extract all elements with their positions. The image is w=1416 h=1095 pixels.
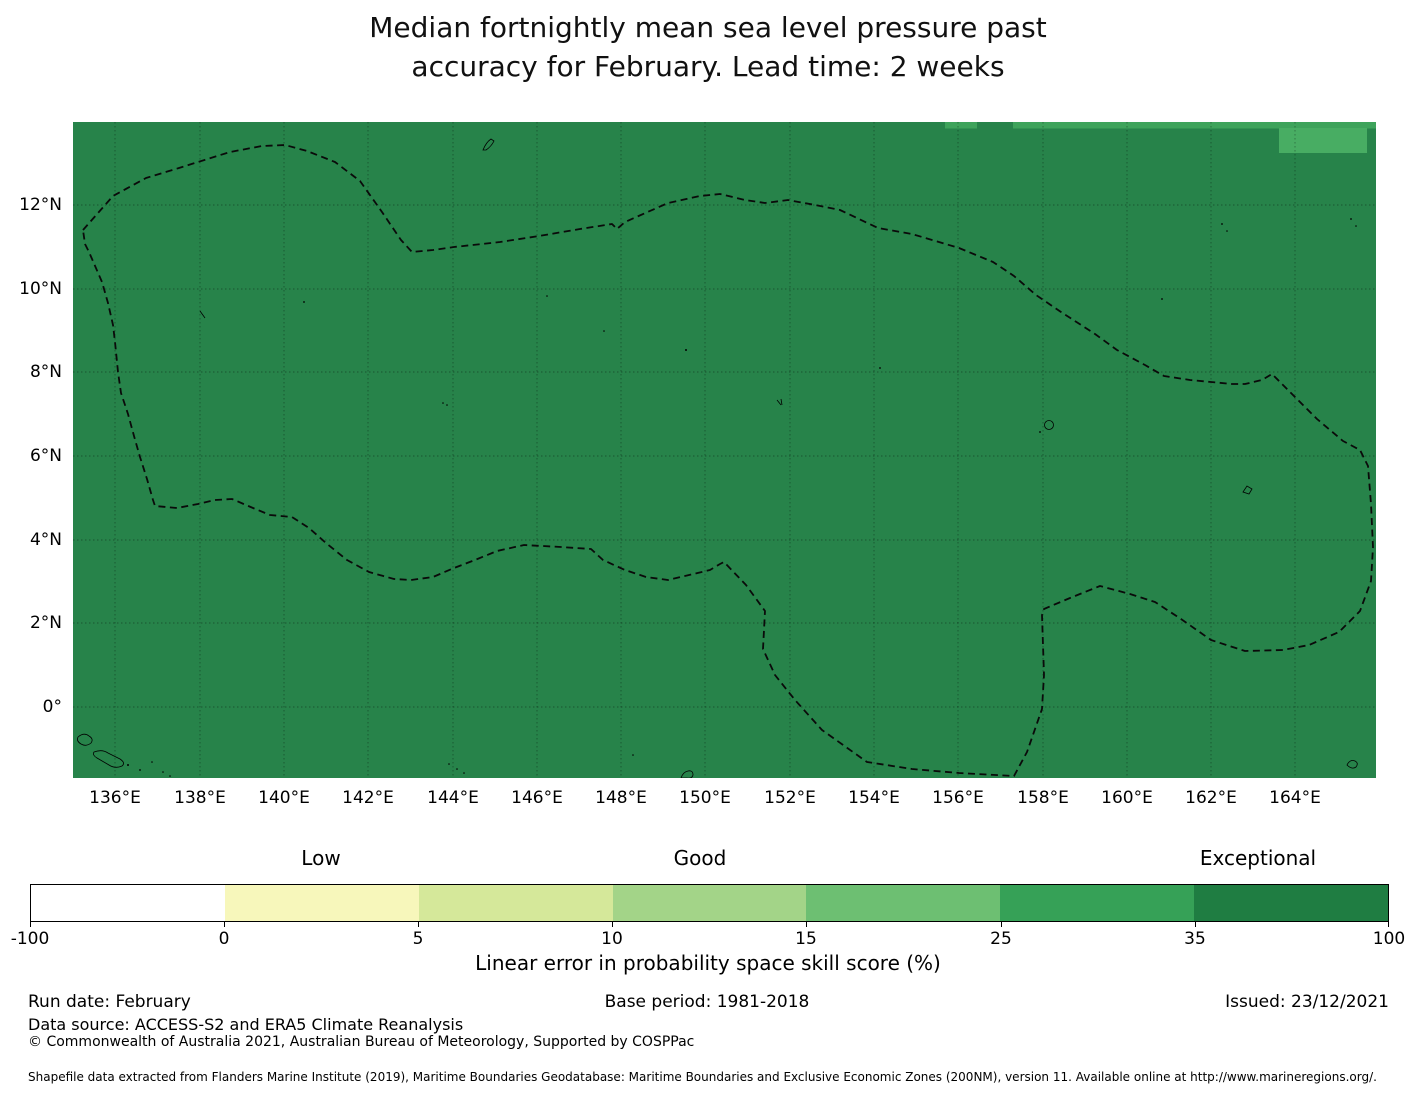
colorbar-tick (1388, 922, 1389, 927)
map-plot-area (73, 122, 1376, 778)
y-tick-2n: 2°N (29, 613, 62, 633)
colorbar-segment-4 (612, 885, 807, 921)
cb-tick-5: 5 (412, 929, 424, 949)
cb-tick-25: 25 (990, 929, 1012, 949)
guam-island (482, 138, 495, 151)
colorbar-segment-5 (806, 885, 1001, 921)
skill-score-patches (945, 122, 1376, 153)
islet-outline-2 (1346, 760, 1358, 769)
colorbar-category-good: Good (673, 846, 727, 870)
colorbar-tick (1001, 922, 1002, 927)
x-tick-150e: 150°E (679, 788, 731, 808)
map-canvas (73, 122, 1376, 778)
x-tick-136e: 136°E (89, 788, 141, 808)
y-tick-4n: 4°N (29, 530, 62, 550)
colorbar-segment-2 (224, 885, 419, 921)
chart-title-line1: Median fortnightly mean sea level pressu… (369, 11, 1047, 44)
graticule-gridlines (73, 122, 1376, 778)
x-tick-138e: 138°E (174, 788, 226, 808)
x-tick-160e: 160°E (1101, 788, 1153, 808)
x-tick-154e: 154°E (848, 788, 900, 808)
colorbar-category-low: Low (301, 846, 341, 870)
y-tick-12n: 12°N (19, 195, 62, 215)
x-tick-156e: 156°E (932, 788, 984, 808)
x-tick-164e: 164°E (1269, 788, 1321, 808)
colorbar-segment-1 (31, 885, 225, 921)
x-tick-158e: 158°E (1017, 788, 1069, 808)
cb-tick-15: 15 (795, 929, 817, 949)
cb-tick-100: 100 (1372, 929, 1406, 949)
y-tick-0: 0° (42, 697, 62, 717)
cb-tick-0: 0 (218, 929, 230, 949)
x-tick-140e: 140°E (258, 788, 310, 808)
islet-outline (680, 770, 694, 778)
chuuk-island (776, 398, 783, 406)
shapefile-attribution-text: Shapefile data extracted from Flanders M… (28, 1070, 1377, 1084)
chart-title-line2: accuracy for February. Lead time: 2 week… (411, 50, 1005, 83)
colorbar-tick (30, 922, 31, 927)
x-tick-146e: 146°E (511, 788, 563, 808)
yap-island (199, 310, 206, 319)
png-islands (77, 733, 93, 746)
island-coastlines (77, 138, 1358, 778)
y-tick-8n: 8°N (29, 362, 62, 382)
colorbar-segment-3 (418, 885, 613, 921)
x-tick-142e: 142°E (342, 788, 394, 808)
pohnpei-island (1044, 420, 1054, 430)
colorbar-tick (418, 922, 419, 927)
base-period-text: Base period: 1981-2018 (604, 992, 810, 1012)
eez-boundary-path (82, 144, 1374, 777)
colorbar-tick (612, 922, 613, 927)
run-date-text: Run date: February (28, 992, 191, 1012)
issued-date-text: Issued: 23/12/2021 (1225, 992, 1389, 1012)
colorbar-tick (1195, 922, 1196, 927)
new-ireland-coast (93, 750, 124, 768)
copyright-text: © Commonwealth of Australia 2021, Austra… (28, 1034, 695, 1050)
y-tick-6n: 6°N (29, 446, 62, 466)
x-tick-148e: 148°E (595, 788, 647, 808)
colorbar-axis-label: Linear error in probability space skill … (475, 951, 941, 975)
chart-title: Median fortnightly mean sea level pressu… (0, 8, 1416, 86)
atoll-dots (127, 218, 1357, 777)
x-tick-152e: 152°E (764, 788, 816, 808)
colorbar (30, 884, 1389, 922)
data-source-text: Data source: ACCESS-S2 and ERA5 Climate … (28, 1015, 464, 1034)
kosrae-island (1242, 485, 1253, 495)
colorbar-category-exceptional: Exceptional (1199, 846, 1317, 870)
colorbar-tick (806, 922, 807, 927)
x-tick-144e: 144°E (427, 788, 479, 808)
x-tick-162e: 162°E (1185, 788, 1237, 808)
cb-tick-neg100: -100 (10, 929, 50, 949)
colorbar-segment-7 (1194, 885, 1389, 921)
colorbar-tick (224, 922, 225, 927)
colorbar-segment-6 (1000, 885, 1195, 921)
y-tick-10n: 10°N (19, 279, 62, 299)
cb-tick-35: 35 (1184, 929, 1206, 949)
cb-tick-10: 10 (601, 929, 623, 949)
